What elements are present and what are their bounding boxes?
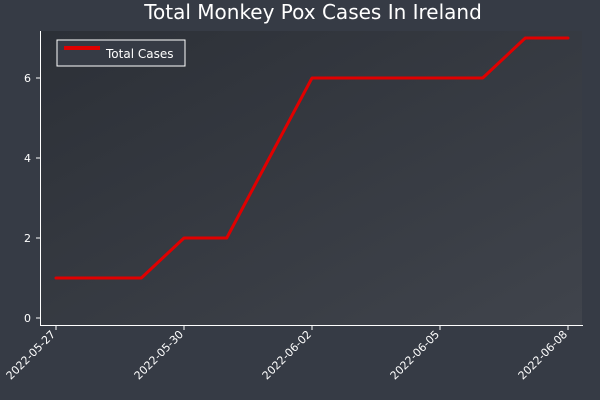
legend-box [56, 39, 186, 67]
x-tick-label: 2022-05-30 [132, 328, 186, 382]
legend: Total Cases [56, 39, 186, 67]
x-tick-label: 2022-06-02 [260, 328, 314, 382]
legend-label: Total Cases [105, 47, 173, 61]
chart-title: Total Monkey Pox Cases In Ireland [143, 0, 482, 24]
y-tick-label: 2 [24, 232, 31, 245]
x-tick-label: 2022-06-08 [516, 328, 570, 382]
plot-area [41, 31, 582, 326]
y-tick-label: 0 [24, 312, 31, 325]
x-tick-label: 2022-06-05 [388, 328, 442, 382]
y-tick-label: 6 [24, 72, 31, 85]
y-tick-label: 4 [24, 152, 31, 165]
x-tick-label: 2022-05-27 [4, 328, 58, 382]
